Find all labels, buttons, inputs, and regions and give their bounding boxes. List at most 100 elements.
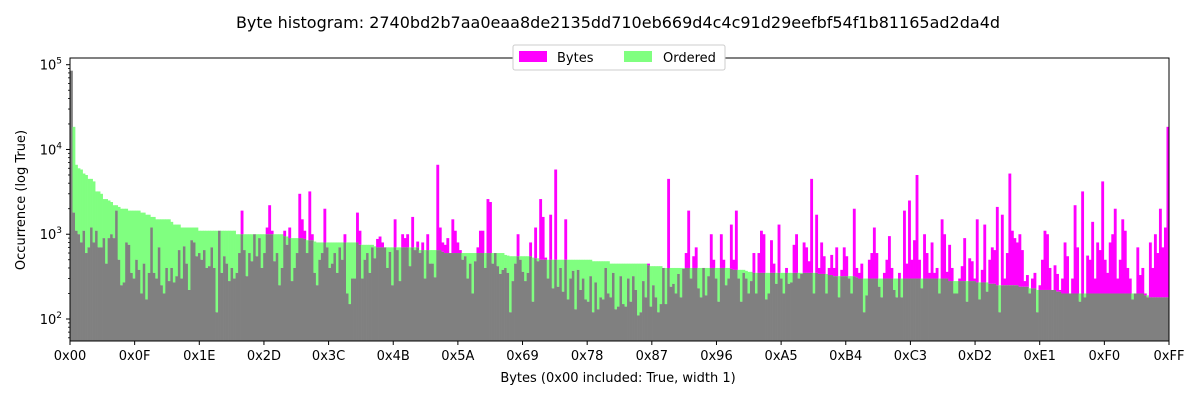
overlap-bar (732, 269, 736, 341)
ordered-bar (235, 234, 239, 273)
overlap-bar (175, 276, 179, 341)
overlap-bar (335, 272, 339, 341)
legend-label-bytes: Bytes (557, 51, 594, 66)
ordered-bar (644, 263, 648, 298)
bytes-bar (842, 247, 846, 277)
overlap-bar (561, 291, 565, 341)
bytes-bar (1123, 230, 1127, 294)
bytes-bar (903, 210, 906, 279)
overlap-bar (817, 273, 821, 341)
bytes-bar (1038, 285, 1042, 290)
bytes-bar (441, 242, 445, 252)
overlap-bar (85, 253, 88, 341)
ordered-bar (566, 259, 570, 300)
ordered-bar (147, 214, 151, 273)
ordered-bar (955, 281, 959, 294)
overlap-bar (351, 278, 354, 341)
overlap-bar (955, 293, 959, 341)
x-tick-label: 0x0F (119, 349, 151, 364)
bytes-bar (963, 238, 967, 282)
overlap-bar (1118, 293, 1122, 341)
ordered-bar (182, 227, 186, 247)
ordered-bar (366, 244, 369, 254)
overlap-bar (1051, 289, 1054, 341)
ordered-bar (330, 242, 334, 264)
overlap-bar (110, 234, 114, 341)
overlap-bar (403, 247, 407, 341)
bytes-bar (1031, 278, 1034, 289)
bytes-bar (1138, 275, 1142, 294)
overlap-bar (285, 244, 289, 341)
overlap-bar (458, 253, 462, 341)
bytes-bar (855, 267, 859, 278)
ordered-bar (361, 244, 364, 279)
overlap-bar (760, 272, 763, 341)
overlap-bar (574, 309, 578, 341)
overlap-bar (443, 253, 447, 341)
overlap-bar (719, 267, 723, 341)
ordered-bar (177, 224, 181, 251)
overlap-bar (1063, 293, 1067, 341)
overlap-bar (117, 259, 121, 341)
bytes-bar (734, 210, 738, 270)
overlap-bar (90, 227, 93, 341)
overlap-bar (501, 269, 505, 341)
overlap-bar (687, 267, 691, 341)
overlap-bar (749, 281, 753, 341)
overlap-bar (895, 297, 899, 341)
ordered-bar (228, 230, 231, 282)
overlap-bar (908, 278, 911, 341)
ordered-bar (398, 247, 402, 282)
bytes-bar (923, 234, 926, 279)
ordered-bar (428, 250, 432, 264)
overlap-bar (940, 278, 944, 341)
ordered-bar (664, 267, 668, 305)
ordered-bar (466, 253, 470, 279)
bytes-bar (910, 259, 914, 279)
ordered-bar (157, 219, 161, 248)
ordered-bar (473, 253, 477, 262)
ordered-bar (1028, 288, 1032, 294)
bytes-bar (1121, 219, 1125, 294)
overlap-bar (461, 259, 465, 341)
overlap-bar (504, 267, 507, 341)
bytes-bar (762, 234, 766, 273)
ordered-bar (338, 242, 342, 248)
bytes-bar (752, 253, 756, 273)
overlap-bar (880, 297, 884, 341)
ordered-bar (504, 254, 507, 268)
overlap-bar (466, 278, 470, 341)
overlap-bar (571, 270, 575, 341)
ordered-bar (579, 259, 583, 290)
ordered-bar (591, 261, 595, 313)
bytes-bar (268, 205, 272, 235)
overlap-bar (471, 293, 475, 341)
overlap-bar (1003, 285, 1007, 341)
bytes-bar (692, 256, 696, 268)
bytes-bar (1103, 259, 1107, 294)
ordered-bar (468, 253, 472, 264)
ordered-bar (707, 267, 711, 277)
ordered-bar (800, 272, 804, 274)
overlap-bar (637, 315, 640, 341)
overlap-bar (486, 253, 490, 341)
ordered-bar (865, 278, 869, 296)
ordered-bar (102, 199, 106, 239)
overlap-bar (968, 281, 972, 341)
x-axis-label: Bytes (0x00 included: True, width 1) (500, 371, 735, 386)
overlap-bar (137, 269, 141, 341)
bytes-bar (1041, 259, 1044, 290)
overlap-bar (1073, 293, 1077, 341)
overlap-bar (616, 306, 620, 341)
ordered-bar (340, 242, 344, 260)
overlap-bar (747, 293, 751, 341)
bytes-bar (772, 263, 776, 273)
bytes-bar (890, 267, 894, 279)
ordered-bar (112, 205, 116, 239)
ordered-bar (877, 278, 881, 287)
ordered-bar (315, 242, 319, 286)
bytes-bar (840, 269, 844, 277)
overlap-bar (130, 272, 134, 341)
bytes-bar (300, 219, 304, 239)
overlap-bar (820, 273, 824, 341)
